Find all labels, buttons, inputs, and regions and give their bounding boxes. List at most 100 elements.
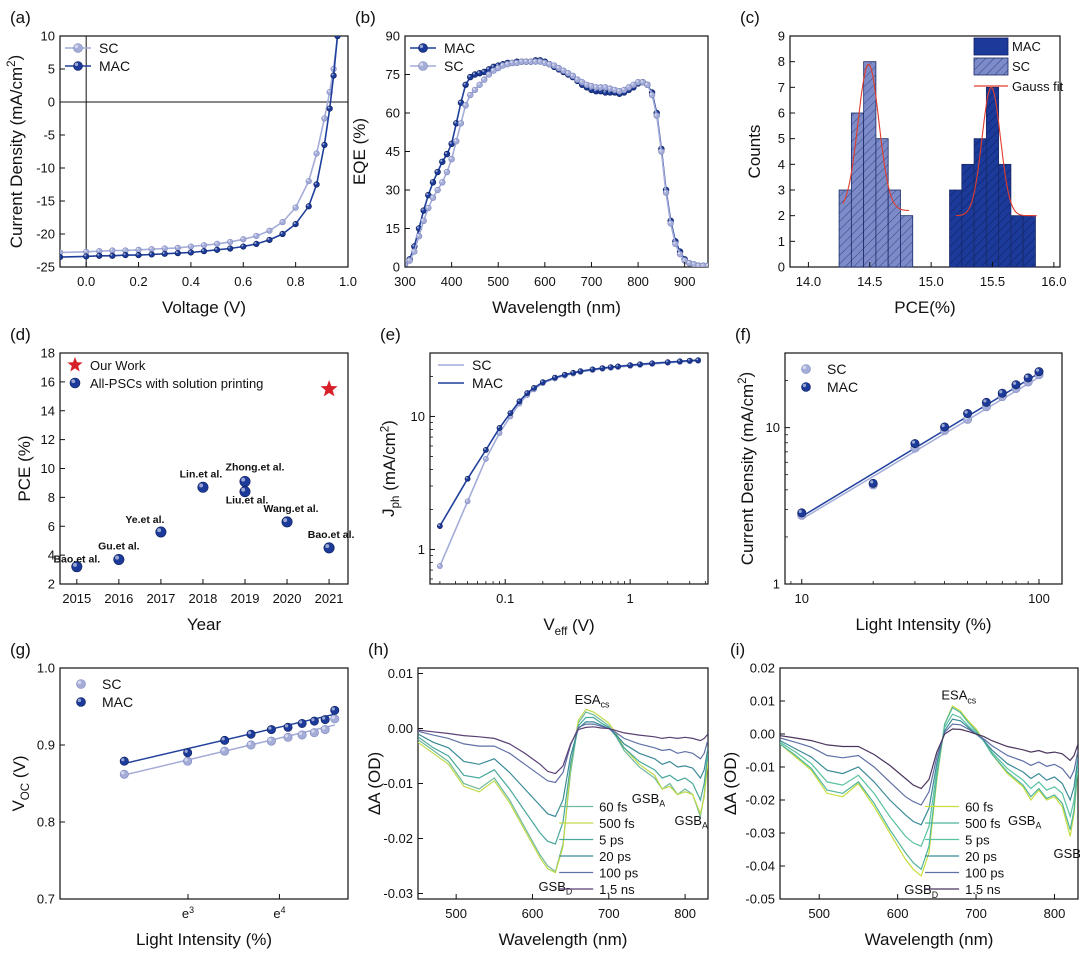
histogram-bar-MAC [949, 189, 963, 268]
histogram-bar-SC [887, 189, 901, 268]
data-point-SC-highlight [84, 249, 87, 252]
spectrum-line [780, 713, 1078, 847]
legend-label: All-PSCs with solution printing [90, 376, 263, 391]
data-point-MAC-highlight [1012, 381, 1017, 385]
data-point-MAC-highlight [241, 244, 244, 247]
x-tick-label: 0.4 [182, 274, 200, 289]
y-tick-label: 60 [386, 106, 400, 121]
y-tick-label: 5 [48, 62, 55, 77]
histogram-bar-SC [863, 61, 877, 268]
x-axis-label: PCE(%) [894, 298, 955, 317]
y-axis-label: Current Density (mA/cm2) [737, 372, 757, 565]
data-point-MAC-highlight [696, 358, 699, 361]
data-point-SC-highlight [331, 66, 334, 70]
spectrum-line [780, 705, 1078, 877]
data-point-SC-highlight [556, 65, 559, 69]
legend-marker [73, 43, 83, 53]
data-point-MAC-highlight [123, 253, 126, 256]
legend-label: 100 ps [599, 866, 639, 881]
legend-label: 20 ps [599, 849, 631, 864]
data-point-SC [200, 242, 208, 249]
data-point-MAC [868, 478, 878, 488]
legend-marker-highlight [802, 365, 807, 370]
data-point-MAC-highlight [268, 726, 272, 730]
histogram-bar-MAC [1010, 215, 1024, 268]
data-point-MAC-highlight [483, 448, 486, 451]
spectrum-line [780, 728, 1078, 790]
data-point-SC [462, 102, 469, 109]
histogram-bar-SC [850, 112, 865, 268]
x-tick-label: 2016 [104, 591, 133, 606]
data-point-SC [457, 120, 465, 127]
data-point-SC [648, 91, 656, 99]
data-point-SC [453, 138, 460, 145]
x-tick-label: 14.0 [796, 274, 821, 289]
series-line-SC [439, 360, 699, 567]
y-tick-label: 1 [773, 577, 780, 592]
data-point-MAC-highlight [221, 737, 225, 741]
data-point-SC-highlight [322, 116, 325, 119]
data-point-SC-highlight [561, 68, 564, 71]
data-point-MAC-highlight [331, 73, 334, 76]
y-axis-label: VOC (V) [9, 755, 32, 811]
legend-marker-highlight [77, 698, 82, 703]
data-point-SC-highlight [496, 65, 499, 69]
peak-annotation: GSBA [675, 813, 708, 831]
data-point-SC-highlight [136, 247, 139, 250]
data-point-MAC-highlight [201, 249, 205, 252]
gauss-fit-curve [955, 86, 1037, 217]
x-tick-label: 1.0 [339, 274, 357, 289]
data-point-SC-highlight [696, 263, 699, 266]
data-point-SC-highlight [566, 71, 569, 74]
y-tick-label: 9 [778, 29, 785, 44]
x-axis-label: Voltage (V) [162, 298, 246, 317]
peak-annotation: GSBA [1008, 813, 1041, 831]
y-tick-label: 0.01 [388, 666, 413, 681]
data-point [155, 526, 167, 538]
peak-annotation-part: cs [601, 700, 610, 710]
data-point-MAC-highlight [578, 369, 581, 372]
y-axis-label: ΔA (OD) [365, 752, 384, 815]
data-point-MAC-highlight [228, 246, 231, 249]
data-point-MAC-highlight [184, 749, 188, 753]
data-point-SC-highlight [435, 187, 438, 191]
data-point-MAC [135, 252, 142, 259]
data-point-MAC-highlight [1035, 368, 1040, 372]
legend-label: MAC [1012, 39, 1041, 54]
data-point-SC-highlight [626, 85, 629, 88]
data-point-SC [415, 233, 423, 240]
data-point-SC-highlight [421, 218, 424, 221]
data-point-label: Bao.et al. [53, 554, 100, 566]
peak-annotation: ESAcs [941, 687, 976, 705]
y-axis-label: EQE (%) [350, 118, 369, 185]
data-point-MAC [320, 715, 330, 725]
panel-i: 500 600 700 800 0.02 0.01 0.00 -0.01 -0.02 -0.03 -… [721, 640, 1080, 949]
data-point-SC [297, 730, 307, 740]
x-axis-label: Wavelength (nm) [865, 930, 994, 949]
data-point-MAC [283, 722, 293, 732]
legend-label: 1.5 ns [965, 882, 1001, 897]
x-tick-label-part: e [273, 906, 280, 921]
x-tick-label: 100 [1028, 591, 1050, 606]
data-point-SC-highlight [293, 205, 296, 208]
data-point-SC [467, 91, 474, 99]
data-point-SC-highlight [533, 59, 536, 62]
data-point-highlight [157, 528, 162, 533]
data-point-SC-highlight [584, 82, 587, 85]
data-point-MAC-highlight [870, 480, 874, 484]
data-point [197, 481, 209, 493]
data-point-SC-highlight [491, 68, 494, 71]
data-point-SC-highlight [477, 82, 480, 85]
data-point-SC-highlight [510, 60, 513, 64]
y-tick-label: -0.01 [745, 760, 775, 775]
data-point-MAC-highlight [449, 141, 452, 144]
data-point-MAC [96, 252, 103, 259]
y-tick-label: 90 [386, 29, 400, 44]
data-point-SC [644, 81, 651, 88]
data-point-SC [482, 455, 489, 462]
data-point-SC [658, 148, 665, 155]
data-point-MAC [524, 390, 531, 396]
y-tick-label: 14 [41, 403, 55, 418]
legend-marker [418, 43, 428, 53]
